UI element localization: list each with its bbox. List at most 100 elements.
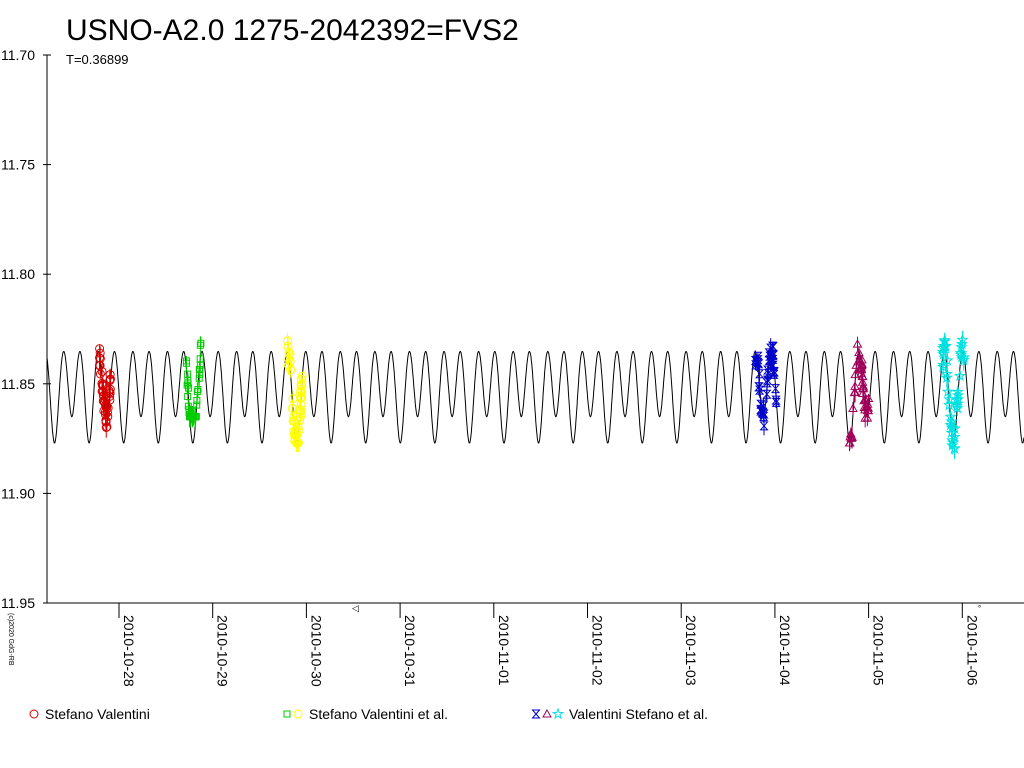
legend-label: Stefano Valentini (45, 706, 150, 722)
data-point (863, 405, 874, 415)
data-point (944, 410, 957, 423)
copyright-note: (c)2020 GdG-RB (7, 613, 14, 666)
data-point (859, 395, 869, 405)
data-point (755, 385, 765, 395)
x-tick-label: 2010-11-02 (590, 615, 606, 686)
data-point (766, 343, 776, 353)
y-tick-label: 11.95 (1, 595, 35, 611)
legend-marker (29, 709, 39, 719)
series-2-points (182, 336, 205, 428)
data-point (286, 365, 296, 375)
data-point (189, 413, 197, 421)
data-point (97, 386, 107, 396)
data-point (100, 395, 110, 405)
data-point (297, 393, 307, 403)
x-tick-label: 2010-11-01 (496, 615, 512, 686)
data-point (288, 394, 298, 404)
data-point (754, 369, 765, 379)
y-tick-label: 11.80 (1, 266, 35, 282)
data-point (196, 341, 204, 349)
data-point (296, 400, 306, 410)
data-point (856, 364, 867, 374)
series-4-points (750, 338, 781, 436)
series-3-points (283, 332, 307, 453)
legend-marker (283, 710, 291, 718)
data-point (858, 383, 868, 393)
axes-layer: 11.70 11.75 11.80 11.85 11.90 11.95 2010-10-28… (1, 47, 1024, 687)
data-point (860, 413, 871, 422)
data-point (753, 355, 763, 365)
series-5-points (844, 336, 874, 452)
data-point (936, 341, 950, 354)
minimum-marker: ◁ (352, 603, 359, 613)
data-point (105, 374, 115, 384)
data-point (857, 354, 867, 364)
data-point (850, 369, 861, 379)
data-point (950, 393, 964, 406)
data-point (95, 361, 105, 371)
y-tick-label: 11.70 (1, 47, 35, 63)
data-point (184, 402, 192, 410)
data-point (288, 416, 298, 426)
data-point (856, 362, 867, 372)
data-point (763, 365, 773, 375)
legend-item: Stefano Valentini (29, 706, 150, 722)
x-tick-label: 2010-10-28 (121, 615, 137, 687)
data-point (287, 403, 297, 413)
data-point (184, 392, 192, 400)
data-point (289, 430, 299, 440)
data-point (766, 354, 777, 364)
data-point (852, 339, 863, 348)
data-point (291, 426, 301, 436)
data-point (193, 388, 201, 396)
chart-subtitle: T=0.36899 (66, 52, 129, 67)
data-point (185, 384, 193, 392)
data-point (295, 412, 305, 422)
x-tick-label: 2010-11-04 (777, 615, 793, 686)
data-point (941, 385, 955, 398)
data-point (283, 336, 293, 346)
data-point (847, 432, 858, 442)
data-point (99, 406, 109, 416)
data-point (948, 421, 961, 434)
legend: Stefano Valentini Stefano Valentini et al… (29, 706, 708, 722)
chart-title: USNO-A2.0 1275-2042392=FVS2 (66, 14, 519, 47)
data-point (759, 409, 769, 419)
data-point (194, 386, 202, 394)
x-tick-label: 2010-11-05 (871, 615, 887, 686)
data-point (101, 416, 111, 426)
data-point (95, 344, 105, 354)
dot-marker: ° (978, 604, 981, 613)
legend-label: Stefano Valentini et al. (309, 706, 448, 722)
data-point (849, 387, 860, 397)
data-point (946, 433, 959, 446)
data-point (940, 371, 953, 384)
data-point (957, 353, 970, 366)
data-point (951, 385, 965, 398)
legend-marker (531, 709, 541, 719)
data-point (763, 368, 773, 378)
data-point (954, 348, 968, 361)
data-point (848, 403, 858, 413)
data-point (285, 349, 295, 359)
data-point (294, 404, 304, 414)
data-point (97, 366, 107, 376)
data-point (770, 384, 781, 394)
data-point (858, 388, 868, 398)
data-point (953, 369, 967, 382)
legend-marker (542, 708, 552, 718)
data-point (853, 356, 863, 366)
legend-item: Valentini Stefano et al. (531, 706, 708, 722)
data-points-layer (94, 330, 971, 460)
data-point (197, 339, 205, 347)
data-point (297, 381, 307, 391)
data-point (284, 347, 294, 357)
y-tick-label: 11.85 (1, 376, 35, 392)
legend-marker (293, 709, 303, 719)
data-point (857, 371, 868, 381)
data-point (948, 442, 961, 455)
data-point (296, 379, 306, 389)
x-tick-label: 2010-11-03 (683, 615, 699, 686)
legend-label: Valentini Stefano et al. (569, 706, 708, 722)
